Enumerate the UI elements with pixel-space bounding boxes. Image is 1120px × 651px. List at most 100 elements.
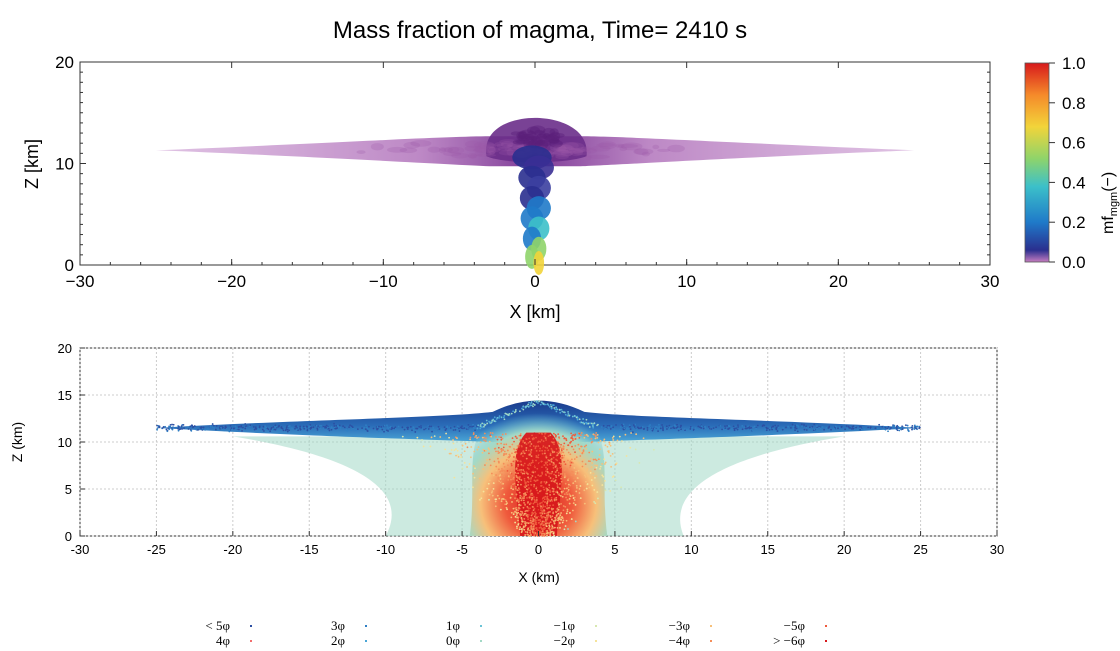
particle bbox=[911, 428, 913, 431]
particle bbox=[774, 424, 777, 427]
cloud-texture bbox=[585, 148, 597, 154]
particle bbox=[906, 427, 909, 430]
particle bbox=[543, 526, 546, 529]
particle bbox=[557, 502, 560, 505]
particle bbox=[520, 468, 523, 471]
particle bbox=[510, 478, 512, 481]
particle bbox=[719, 425, 722, 427]
particle bbox=[560, 408, 563, 411]
particle bbox=[540, 463, 543, 465]
particle bbox=[549, 454, 552, 457]
particle bbox=[486, 422, 489, 425]
top-x-tick-label: 30 bbox=[981, 272, 1000, 291]
particle bbox=[520, 483, 522, 486]
particle bbox=[350, 429, 353, 431]
particle bbox=[551, 470, 554, 473]
particle bbox=[537, 517, 540, 519]
particle bbox=[863, 428, 866, 430]
cloud-texture bbox=[563, 142, 585, 150]
particle bbox=[614, 479, 617, 482]
particle bbox=[516, 489, 519, 491]
cloud-texture bbox=[500, 140, 514, 148]
particle bbox=[498, 497, 501, 500]
particle bbox=[766, 427, 769, 430]
particle bbox=[578, 492, 581, 494]
particle bbox=[611, 476, 614, 478]
particle bbox=[552, 432, 555, 435]
particle bbox=[518, 528, 521, 531]
particle bbox=[569, 484, 572, 487]
particle bbox=[561, 472, 563, 475]
particle bbox=[569, 461, 571, 463]
particle bbox=[515, 514, 518, 517]
particle bbox=[769, 427, 772, 430]
cloud-texture bbox=[507, 143, 525, 148]
particle bbox=[522, 520, 525, 523]
particle bbox=[637, 427, 640, 430]
core-texture bbox=[527, 126, 540, 134]
particle bbox=[907, 430, 910, 433]
colorbar-tick-label: 0.8 bbox=[1062, 94, 1086, 113]
particle bbox=[622, 423, 625, 426]
particle bbox=[573, 467, 576, 469]
particle bbox=[469, 436, 472, 439]
particle bbox=[692, 428, 695, 431]
particle bbox=[539, 518, 541, 521]
particle bbox=[612, 426, 615, 429]
core-texture bbox=[537, 138, 546, 146]
legend-marker bbox=[480, 625, 482, 627]
particle bbox=[803, 428, 806, 431]
particle bbox=[273, 428, 276, 431]
particle bbox=[497, 457, 499, 460]
particle bbox=[489, 434, 492, 437]
particle bbox=[550, 530, 553, 533]
particle bbox=[551, 508, 553, 511]
particle bbox=[457, 455, 460, 458]
particle bbox=[559, 473, 562, 475]
particle bbox=[658, 428, 661, 431]
particle bbox=[500, 498, 503, 501]
top-x-tick-label: 0 bbox=[530, 272, 539, 291]
particle bbox=[557, 433, 560, 436]
particle bbox=[614, 463, 617, 466]
particle bbox=[654, 426, 657, 428]
particle bbox=[534, 501, 536, 503]
particle bbox=[913, 428, 916, 430]
particle bbox=[575, 490, 578, 493]
particle bbox=[415, 427, 418, 430]
cloud-texture bbox=[553, 144, 575, 152]
particle bbox=[881, 425, 884, 428]
core-texture bbox=[535, 139, 552, 147]
particle bbox=[535, 521, 537, 524]
particle bbox=[492, 482, 495, 485]
particle bbox=[529, 526, 532, 529]
particle bbox=[548, 506, 550, 509]
particle bbox=[526, 480, 529, 483]
particle bbox=[467, 423, 470, 426]
particle bbox=[558, 516, 560, 519]
particle bbox=[886, 427, 889, 430]
particle bbox=[525, 443, 528, 445]
particle bbox=[592, 458, 595, 461]
particle bbox=[845, 425, 848, 427]
particle bbox=[452, 442, 455, 445]
particle bbox=[166, 430, 169, 433]
particle bbox=[608, 429, 611, 432]
particle bbox=[575, 484, 578, 487]
legend-marker bbox=[710, 640, 712, 642]
particle bbox=[585, 480, 587, 483]
particle bbox=[567, 488, 570, 491]
particle bbox=[551, 527, 553, 529]
particle bbox=[489, 421, 491, 424]
particle bbox=[169, 423, 172, 426]
particle bbox=[211, 426, 214, 428]
particle bbox=[517, 445, 520, 448]
particle bbox=[515, 448, 518, 451]
particle bbox=[523, 442, 526, 444]
particle bbox=[162, 425, 165, 428]
particle bbox=[570, 461, 573, 464]
particle bbox=[575, 470, 578, 473]
particle bbox=[537, 402, 539, 404]
particle bbox=[572, 482, 575, 485]
